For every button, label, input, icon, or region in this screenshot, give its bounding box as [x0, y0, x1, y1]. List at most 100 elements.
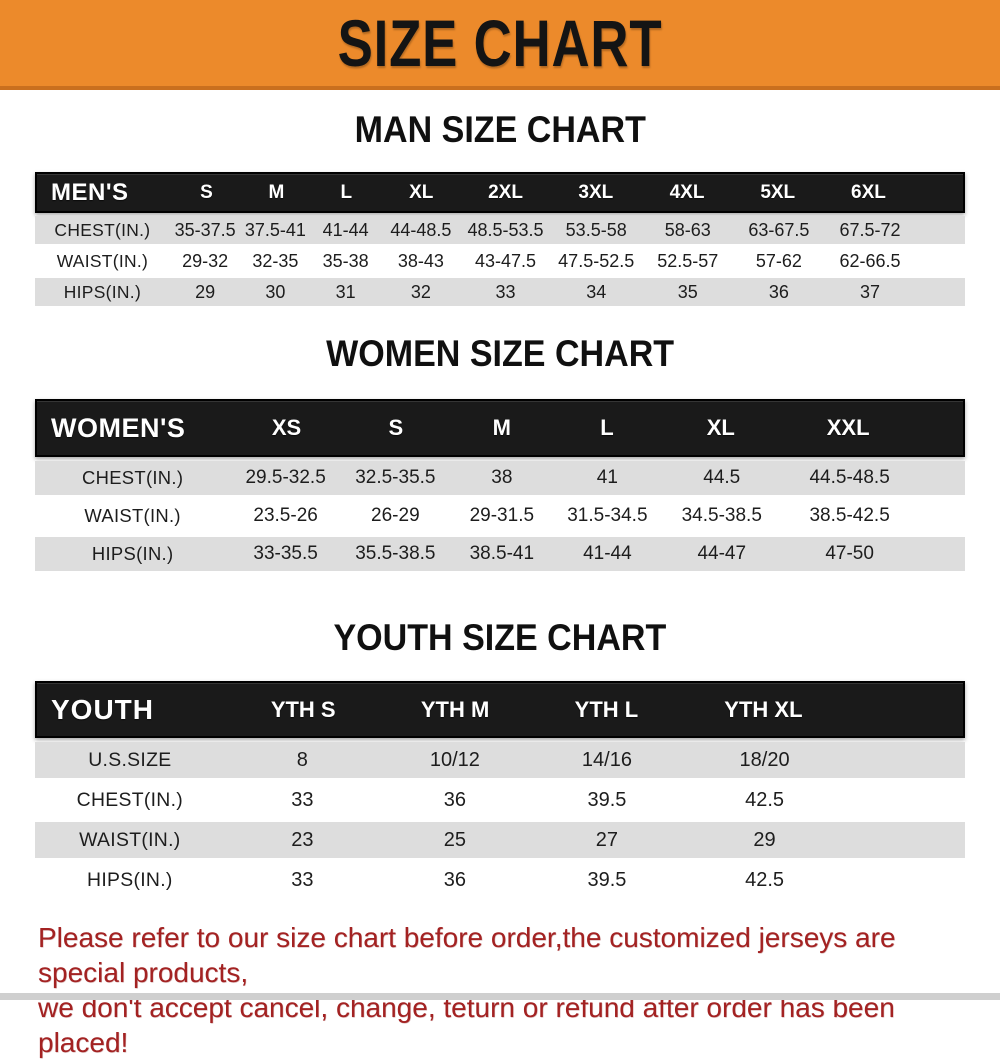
table-cell: 33: [495, 281, 516, 302]
youth-header-label: YOUTH: [51, 693, 154, 725]
table-cell: 32: [410, 281, 431, 302]
men-size-table: MEN'S S M L XL 2XL 3XL 4XL 5XL 6XL CHEST…: [35, 172, 965, 306]
table-cell: 42.5: [745, 868, 785, 891]
table-cell: 27: [595, 828, 619, 851]
table-cell: 38.5-42.5: [809, 505, 890, 526]
table-cell: 63-67.5: [748, 219, 810, 240]
women-header-size: XL: [706, 415, 735, 440]
table-cell: 36: [443, 788, 466, 811]
table-cell: 18/20: [739, 748, 790, 771]
table-cell: 23.5-26: [253, 505, 318, 526]
youth-header-size: YTH M: [420, 696, 490, 722]
men-header-size: 6XL: [851, 181, 886, 203]
women-header-size: M: [492, 415, 511, 440]
men-chest-row: CHEST(IN.) 35-37.5 37.5-41 41-44 44-48.5…: [35, 216, 965, 244]
youth-hips-row: HIPS(IN.) 33 36 39.5 42.5: [35, 862, 965, 898]
table-cell: 38.5-41: [469, 543, 535, 564]
table-cell: 32.5-35.5: [355, 467, 436, 488]
table-cell: 44.5: [703, 467, 741, 488]
row-label: WAIST(IN.): [79, 828, 181, 851]
table-cell: 47.5-52.5: [558, 250, 635, 271]
table-cell: 38: [491, 467, 513, 488]
women-header-size: XXL: [826, 415, 870, 440]
table-cell: 44.5-48.5: [809, 467, 890, 488]
table-cell: 23: [291, 828, 314, 851]
table-cell: 29: [753, 828, 776, 851]
table-cell: 48.5-53.5: [467, 219, 544, 240]
women-table-header-row: WOMEN'S XS S M L XL XXL: [35, 399, 965, 457]
table-cell: 36: [768, 281, 789, 302]
men-header-size: XL: [409, 181, 434, 203]
disclaimer-line-1: Please refer to our size chart before or…: [38, 922, 896, 988]
table-cell: 35: [677, 281, 698, 302]
table-cell: 8: [296, 748, 308, 771]
table-cell: 37: [860, 281, 881, 302]
disclaimer-line-2: we don't accept cancel, change, teturn o…: [38, 992, 895, 1058]
order-disclaimer: Please refer to our size chart before or…: [38, 920, 978, 1060]
table-cell: 44-47: [697, 543, 747, 564]
table-cell: 41: [596, 467, 618, 488]
row-label: CHEST(IN.): [54, 219, 151, 240]
youth-header-size: YTH L: [574, 696, 639, 722]
row-label: HIPS(IN.): [63, 281, 142, 302]
table-cell: 35.5-38.5: [355, 543, 436, 564]
women-header-size: L: [600, 415, 614, 440]
table-cell: 39.5: [587, 788, 627, 811]
table-cell: 62-66.5: [839, 250, 901, 271]
row-label: WAIST(IN.): [56, 250, 149, 271]
table-cell: 37.5-41: [244, 219, 306, 240]
men-header-size: 4XL: [669, 181, 705, 203]
men-header-size: M: [268, 181, 285, 203]
row-label: CHEST(IN.): [82, 467, 184, 488]
page-title: SIZE CHART: [337, 6, 663, 80]
youth-chest-row: CHEST(IN.) 33 36 39.5 42.5: [35, 782, 965, 818]
youth-header-size: YTH S: [270, 696, 336, 722]
table-cell: 34: [586, 281, 607, 302]
table-cell: 35-37.5: [174, 219, 236, 240]
table-cell: 14/16: [581, 748, 632, 771]
table-cell: 34.5-38.5: [681, 505, 762, 526]
table-cell: 29-32: [182, 250, 229, 271]
women-chest-row: CHEST(IN.) 29.5-32.5 32.5-35.5 38 41 44.…: [35, 461, 965, 495]
table-cell: 29-31.5: [469, 505, 535, 526]
men-header-size: 2XL: [488, 181, 523, 203]
men-header-label: MEN'S: [51, 178, 129, 206]
men-header-size: 3XL: [578, 181, 614, 203]
table-cell: 39.5: [587, 868, 627, 891]
row-label: WAIST(IN.): [84, 505, 181, 526]
table-cell: 42.5: [745, 788, 785, 811]
table-cell: 33-35.5: [253, 543, 318, 564]
bottom-edge-strip: [0, 993, 1000, 1000]
row-label: HIPS(IN.): [91, 543, 174, 564]
table-cell: 67.5-72: [839, 219, 901, 240]
table-cell: 31.5-34.5: [567, 505, 648, 526]
table-cell: 33: [291, 788, 314, 811]
banner: SIZE CHART: [0, 0, 1000, 90]
women-hips-row: HIPS(IN.) 33-35.5 35.5-38.5 38.5-41 41-4…: [35, 537, 965, 571]
table-cell: 36: [443, 868, 466, 891]
table-cell: 35-38: [322, 250, 369, 271]
table-cell: 43-47.5: [475, 250, 537, 271]
youth-section-heading: YOUTH SIZE CHART: [333, 617, 667, 658]
men-header-size: S: [200, 181, 213, 203]
youth-size-table: YOUTH YTH S YTH M YTH L YTH XL U.S.SIZE …: [35, 681, 965, 898]
table-cell: 41-44: [583, 543, 632, 564]
men-header-size: L: [340, 181, 353, 203]
table-cell: 29: [195, 281, 216, 302]
men-waist-row: WAIST(IN.) 29-32 32-35 35-38 38-43 43-47…: [35, 247, 965, 275]
youth-ussize-row: U.S.SIZE 8 10/12 14/16 18/20: [35, 742, 965, 778]
women-header-size: S: [388, 415, 404, 440]
table-cell: 47-50: [825, 543, 874, 564]
table-cell: 58-63: [664, 219, 711, 240]
row-label: CHEST(IN.): [76, 788, 184, 811]
men-section-heading: MAN SIZE CHART: [354, 109, 646, 150]
men-table-header-row: MEN'S S M L XL 2XL 3XL 4XL 5XL 6XL: [35, 172, 965, 213]
table-cell: 38-43: [397, 250, 444, 271]
table-cell: 41-44: [322, 219, 369, 240]
table-cell: 25: [443, 828, 466, 851]
table-cell: 57-62: [755, 250, 802, 271]
row-label: HIPS(IN.): [87, 868, 173, 891]
table-cell: 33: [291, 868, 314, 891]
youth-waist-row: WAIST(IN.) 23 25 27 29: [35, 822, 965, 858]
men-header-size: 5XL: [760, 181, 796, 203]
